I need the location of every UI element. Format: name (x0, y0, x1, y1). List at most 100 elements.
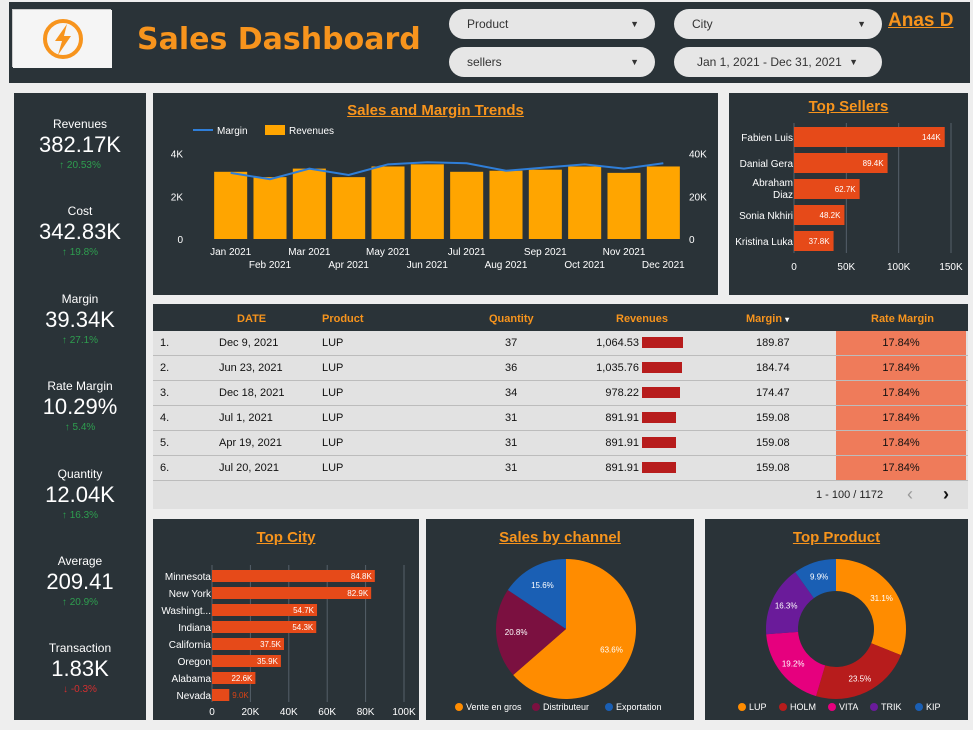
seller-bar (794, 179, 860, 199)
city-name: Minnesota (165, 572, 212, 583)
city-name: New York (169, 589, 212, 600)
sellers-filter-label: sellers (467, 55, 502, 69)
cell-revenues: 891.91 (605, 462, 639, 474)
city-value-label: 82.9K (347, 589, 369, 598)
date-range-picker[interactable]: Jan 1, 2021 - Dec 31, 2021 ▼ (674, 47, 882, 77)
city-bar (212, 655, 281, 667)
x-tick-label: Oct 2021 (564, 260, 605, 271)
revenue-bar (489, 170, 523, 239)
row-index: 2. (160, 362, 170, 374)
table-row[interactable]: 5. Apr 19, 2021 LUP 31 891.91 159.08 17.84% (153, 431, 968, 456)
table-row[interactable]: 2. Jun 23, 2021 LUP 36 1,035.76 184.74 17.84% (153, 356, 968, 381)
cell-margin: 184.74 (756, 362, 790, 374)
header-date[interactable]: DATE (237, 313, 267, 325)
revenue-inline-bar (642, 387, 680, 398)
kpi-value: 12.04K (45, 482, 115, 507)
dropdown-caret-icon: ▼ (630, 57, 639, 67)
cell-revenues: 978.22 (605, 387, 639, 399)
header-quantity[interactable]: Quantity (489, 313, 534, 325)
city-name: California (169, 640, 212, 651)
revenue-bar (253, 177, 287, 239)
kpi-change: ↑ 5.4% (64, 422, 96, 433)
header-margin-label: Margin (746, 313, 783, 325)
slice-label: 23.5% (849, 675, 872, 684)
seller-name: Abraham (752, 178, 793, 189)
cell-margin: 159.08 (756, 462, 790, 474)
next-page-icon[interactable]: › (943, 484, 949, 504)
table-row[interactable]: 3. Dec 18, 2021 LUP 34 978.22 174.47 17.84% (153, 381, 968, 406)
kpi-label: Rate Margin (47, 379, 113, 393)
kpi-label: Margin (61, 292, 99, 306)
revenue-inline-bar (642, 437, 676, 448)
cell-revenues: 891.91 (605, 412, 639, 424)
header-product[interactable]: Product (322, 313, 364, 325)
x-tick-label: 40K (280, 707, 298, 718)
table-row[interactable]: 1. Dec 9, 2021 LUP 37 1,064.53 189.87 17.84% (153, 331, 968, 356)
header-revenues[interactable]: Revenues (616, 313, 668, 325)
cell-quantity: 34 (505, 387, 518, 399)
kpi-label: Cost (67, 204, 93, 218)
y-left-tick: 0 (177, 235, 183, 246)
pie-slice (507, 559, 566, 629)
sellers-filter-dropdown[interactable]: sellers ▼ (449, 47, 655, 77)
cell-date: Dec 9, 2021 (219, 337, 279, 349)
revenue-bar (214, 171, 248, 239)
header-rate-margin[interactable]: Rate Margin (871, 313, 934, 325)
top-city-chart: 0 20K 40K 60K 80K 100K 84.8K Minnesota 82.9K New … (161, 565, 416, 718)
y-right-tick: 20K (689, 192, 707, 203)
table-header: DATE Product Quantity Revenues Margin ▾ … (153, 304, 968, 331)
trends-chart-panel: Sales and Margin Trends Margin Revenues 0 2… (153, 93, 718, 295)
user-name[interactable]: Anas D (888, 10, 954, 31)
kpi-change: ↑ 20.9% (61, 597, 99, 608)
prev-page-icon[interactable]: ‹ (907, 484, 913, 504)
x-tick-label: 50K (837, 262, 855, 273)
x-tick-label: 20K (242, 707, 260, 718)
seller-bar (794, 231, 834, 251)
table-row[interactable]: 4. Jul 1, 2021 LUP 31 891.91 159.08 17.84% (153, 406, 968, 431)
sales-by-channel-chart: 63.6% 20.8% 15.6% Vente en gros Distributeur… (455, 559, 662, 712)
revenue-bar (568, 166, 602, 239)
cell-rate-margin: 17.84% (836, 381, 966, 405)
city-bar (212, 604, 318, 616)
city-name: Indiana (178, 623, 211, 634)
slice-label: 63.6% (600, 646, 623, 655)
revenue-bar (371, 166, 405, 239)
city-value-label: 9.0K (232, 691, 249, 700)
legend-swatch (455, 703, 463, 711)
revenue-inline-bar (642, 462, 676, 473)
city-bar (212, 621, 317, 633)
kpi-change: ↓ -0.3% (63, 684, 97, 695)
x-tick-label: Mar 2021 (288, 247, 331, 258)
slice-label: 20.8% (505, 628, 528, 637)
pie-slice (766, 572, 814, 635)
table-row[interactable]: 6. Jul 20, 2021 LUP 31 891.91 159.08 17.84% (153, 456, 968, 481)
city-name: Washingt... (161, 606, 211, 617)
legend-swatch (738, 703, 746, 711)
kpi-change: ↑ 19.8% (61, 247, 99, 258)
pie-slice (496, 590, 566, 675)
cell-date: Jun 23, 2021 (219, 362, 283, 374)
header-margin[interactable]: Margin ▾ (746, 313, 789, 325)
revenue-bar (528, 169, 562, 239)
kpi-label: Revenues (52, 117, 108, 131)
seller-name: Danial Gera (740, 159, 794, 170)
city-value-label: 37.5K (260, 640, 282, 649)
top-sellers-chart: 0 50K 100K 150K 144K Fabien Luis 89.4K Danial G… (735, 123, 963, 273)
x-tick-label: 0 (791, 262, 797, 273)
legend-label: Distributeur (543, 702, 589, 712)
seller-bar (794, 205, 845, 225)
cell-revenues: 1,035.76 (596, 362, 639, 374)
legend-swatch (915, 703, 923, 711)
x-tick-label: 100K (887, 262, 911, 273)
kpi-panel: Revenues 382.17K ↑ 20.53% Cost 342.83K ↑… (14, 93, 146, 720)
x-tick-label: Sep 2021 (524, 247, 567, 258)
pie-slice (795, 559, 836, 599)
x-tick-label: Aug 2021 (485, 260, 528, 271)
legend-margin-label: Margin (217, 126, 248, 137)
revenue-inline-bar (642, 362, 682, 373)
city-bar (212, 587, 372, 599)
y-right-tick: 0 (689, 235, 695, 246)
product-filter-dropdown[interactable]: Product ▼ (449, 9, 655, 39)
city-filter-dropdown[interactable]: City ▼ (674, 9, 882, 39)
chart-title: Sales and Margin Trends (347, 102, 524, 119)
